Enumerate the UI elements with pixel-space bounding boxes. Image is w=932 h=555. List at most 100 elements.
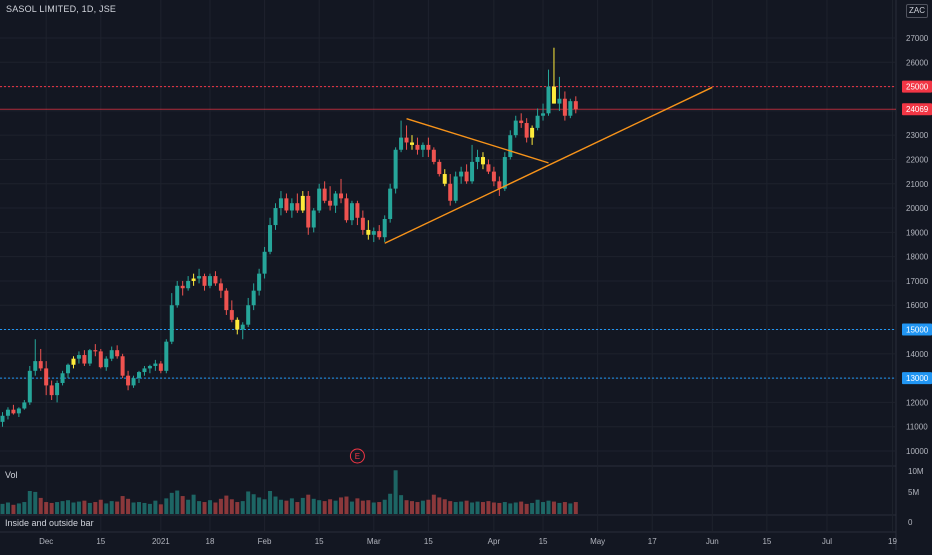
candle-body[interactable] [377,231,382,238]
trendline[interactable] [406,117,549,164]
candle-body[interactable] [55,382,60,396]
candle-body[interactable] [22,402,27,409]
candle-body[interactable] [459,171,464,177]
candle-body[interactable] [120,356,125,376]
candle-body[interactable] [147,365,152,369]
trendline[interactable] [384,86,713,244]
candle-body[interactable] [82,355,87,364]
candle-body[interactable] [76,355,81,359]
candle-body[interactable] [218,283,223,291]
candle-body[interactable] [360,217,365,230]
candle-body[interactable] [300,195,305,211]
candle-body[interactable] [415,144,420,150]
candle-body[interactable] [273,208,278,226]
candle-body[interactable] [541,113,546,116]
candle-body[interactable] [175,285,180,306]
candle-body[interactable] [5,409,10,416]
candle-body[interactable] [33,361,38,371]
candle-body[interactable] [333,193,338,206]
candle-body[interactable] [257,273,262,291]
candle-body[interactable] [246,305,251,325]
candle-body[interactable] [0,415,5,422]
candle-body[interactable] [180,285,185,289]
candle-body[interactable] [235,319,240,330]
candle-body[interactable] [202,276,207,286]
candle-body[interactable] [224,290,229,311]
candle-body[interactable] [557,98,562,104]
candle-body[interactable] [295,203,300,211]
candle-body[interactable] [60,373,65,383]
candle-body[interactable] [508,135,513,158]
candle-body[interactable] [44,368,49,386]
candle-body[interactable] [546,86,551,114]
earnings-marker[interactable] [349,448,365,464]
candle-body[interactable] [322,188,327,201]
candle-body[interactable] [268,225,273,252]
candle-body[interactable] [519,120,524,124]
candle-body[interactable] [289,203,294,211]
candle-body[interactable] [344,198,349,221]
candle-body[interactable] [98,351,103,368]
candle-body[interactable] [207,276,212,286]
candle-body[interactable] [142,368,147,373]
candle-body[interactable] [568,101,573,116]
candle-body[interactable] [137,372,141,379]
candle-body[interactable] [66,364,71,374]
candle-body[interactable] [448,183,453,201]
candle-body[interactable] [371,231,376,235]
candle-body[interactable] [339,193,344,199]
candle-body[interactable] [426,144,431,150]
candle-body[interactable] [158,363,163,371]
candle-body[interactable] [306,195,311,228]
candle-body[interactable] [87,350,92,364]
candle-body[interactable] [328,200,333,206]
candle-body[interactable] [229,310,234,320]
candle-body[interactable] [191,278,196,281]
candle-body[interactable] [393,149,398,189]
candle-body[interactable] [475,157,480,162]
candle-body[interactable] [497,181,502,189]
candle-body[interactable] [131,378,136,386]
candle-body[interactable] [530,127,535,138]
currency-badge[interactable]: ZAC [906,4,928,18]
candle-body[interactable] [562,98,567,116]
candle-body[interactable] [491,171,496,182]
candle-body[interactable] [513,120,518,136]
candle-body[interactable] [551,86,556,104]
candle-body[interactable] [311,210,316,228]
candle-body[interactable] [349,203,354,221]
candle-body[interactable] [573,101,578,110]
candle-body[interactable] [115,350,120,357]
candle-body[interactable] [169,305,174,342]
candle-body[interactable] [213,276,218,284]
candle-body[interactable] [480,157,485,165]
candle-body[interactable] [16,408,21,414]
candle-body[interactable] [453,176,458,201]
candle-body[interactable] [251,290,256,306]
candle-body[interactable] [93,350,98,352]
candle-body[interactable] [382,218,387,238]
candle-body[interactable] [38,361,43,369]
candle-body[interactable] [431,149,436,162]
candle-body[interactable] [164,341,169,371]
candle-body[interactable] [470,161,475,182]
candle-body[interactable] [399,137,404,150]
candle-body[interactable] [11,409,16,414]
candle-body[interactable] [197,276,202,279]
candle-body[interactable] [262,251,267,274]
candle-body[interactable] [442,174,447,184]
candle-body[interactable] [109,350,114,359]
candle-body[interactable] [240,324,245,330]
candle-body[interactable] [104,358,109,368]
candle-body[interactable] [366,229,371,235]
candle-body[interactable] [404,137,409,143]
candle-body[interactable] [486,164,491,172]
candle-body[interactable] [317,188,322,211]
candle-body[interactable] [464,171,469,182]
candle-body[interactable] [71,358,76,365]
candle-body[interactable] [420,144,425,150]
candle-body[interactable] [502,157,507,189]
candle-body[interactable] [410,142,414,145]
